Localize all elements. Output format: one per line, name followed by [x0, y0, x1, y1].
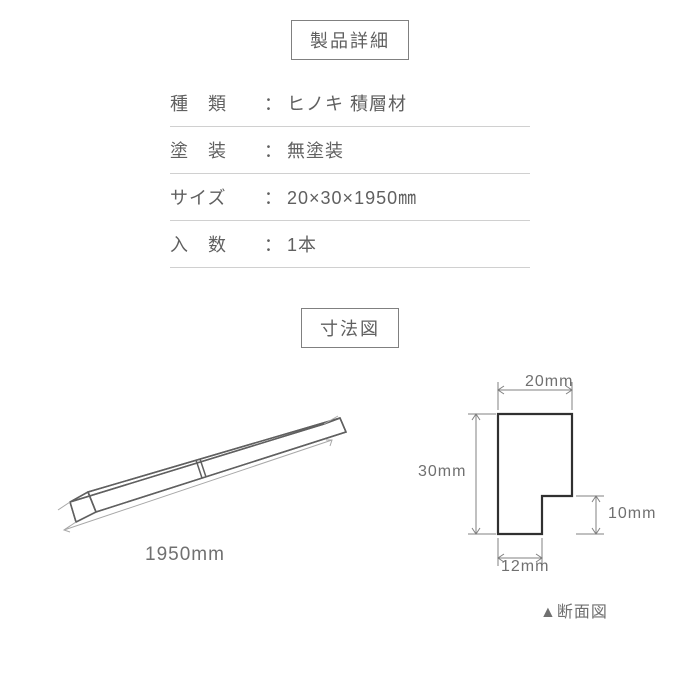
diagram-area: 1950mm — [0, 358, 700, 658]
cs-notchh-label: 10mm — [608, 505, 656, 523]
table-row: 塗 装 ： 無塗装 — [170, 127, 530, 174]
table-row: サイズ ： 20×30×1950㎜ — [170, 174, 530, 221]
cs-width-label: 20mm — [525, 373, 573, 391]
spec-value: 20×30×1950㎜ — [287, 184, 417, 210]
spec-value: 1本 — [287, 231, 317, 257]
dimensions-header: 寸法図 — [301, 308, 399, 348]
table-row: 種 類 ： ヒノキ 積層材 — [170, 80, 530, 127]
spec-separator: ： — [260, 184, 287, 210]
spec-label: 塗 装 — [170, 137, 260, 163]
spec-separator: ： — [260, 90, 287, 116]
cs-height-label: 30mm — [418, 463, 466, 481]
spec-separator: ： — [260, 231, 287, 257]
spec-value: 無塗装 — [287, 137, 344, 163]
spec-label: サイズ — [170, 184, 260, 210]
spec-separator: ： — [260, 137, 287, 163]
cs-notchw-label: 12mm — [501, 558, 549, 576]
spec-label: 種 類 — [170, 90, 260, 116]
product-detail-header: 製品詳細 — [291, 20, 409, 60]
spec-table: 種 類 ： ヒノキ 積層材 塗 装 ： 無塗装 サイズ ： 20×30×1950… — [170, 80, 530, 268]
cross-section-caption: ▲断面図 — [540, 598, 608, 622]
table-row: 入 数 ： 1本 — [170, 221, 530, 268]
spec-value: ヒノキ 積層材 — [287, 90, 407, 116]
spec-label: 入 数 — [170, 231, 260, 257]
iso-length-label: 1950mm — [145, 544, 225, 566]
